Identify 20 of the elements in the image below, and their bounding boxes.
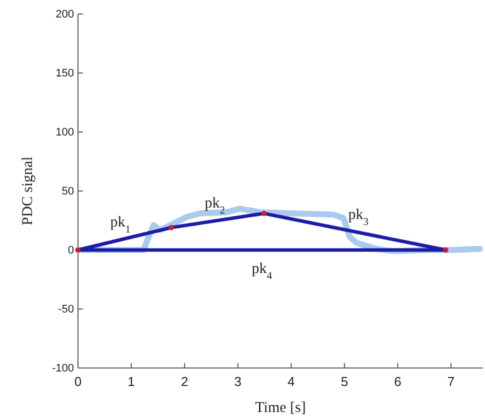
series-label: pk$_{1}$: [110, 214, 131, 235]
y-tick-label: -100: [52, 362, 74, 375]
y-tick-label: 100: [56, 126, 74, 139]
x-tick-label: 6: [394, 374, 402, 390]
series-label: pk$_{3}$: [348, 207, 369, 228]
series-label: pk$_{4}$: [252, 261, 273, 282]
x-tick-label: 7: [447, 374, 455, 390]
y-tick-label: 0: [68, 244, 74, 257]
y-tick-label: 50: [62, 186, 74, 198]
y-axis-title: PDC signal: [20, 156, 36, 226]
x-tick-label: 4: [288, 374, 295, 390]
y-tick-label: -50: [58, 304, 74, 316]
x-axis-title: Time [s]: [255, 400, 306, 416]
x-tick-label: 1: [128, 374, 135, 390]
x-tick-label: 3: [234, 374, 242, 390]
y-tick-label: 200: [56, 8, 74, 21]
series-label: pk$_{2}$: [204, 196, 226, 216]
x-tick-label: 2: [180, 374, 188, 390]
x-tick-label: 5: [340, 374, 348, 390]
y-tick-label: 150: [56, 68, 74, 80]
